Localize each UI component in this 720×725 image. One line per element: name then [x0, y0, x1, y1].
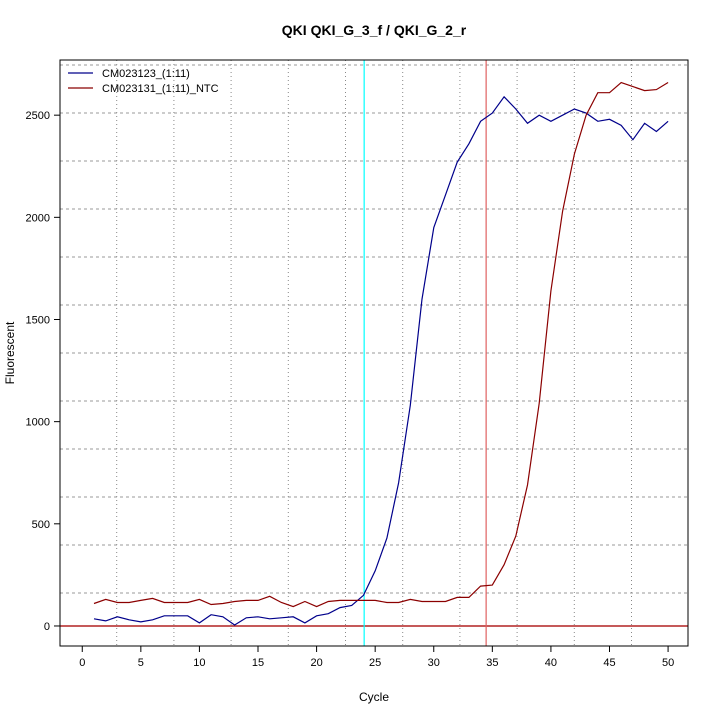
chart-title: QKI QKI_G_3_f / QKI_G_2_r: [282, 22, 467, 38]
grid: [60, 60, 688, 646]
x-axis-label: Cycle: [359, 690, 389, 704]
y-tick-label: 1500: [26, 314, 50, 326]
legend-label: CM023131_(1:11)_NTC: [102, 83, 219, 95]
x-tick-label: 25: [369, 657, 381, 669]
y-axis-label: Fluorescent: [3, 321, 17, 384]
x-tick-label: 35: [486, 657, 498, 669]
x-tick-label: 15: [252, 657, 264, 669]
y-tick-label: 500: [32, 519, 50, 531]
reference-lines: [60, 60, 688, 646]
y-tick-label: 0: [44, 621, 50, 633]
x-tick-label: 30: [428, 657, 440, 669]
plot-frame: [59, 59, 689, 647]
x-tick-label: 20: [310, 657, 322, 669]
x-tick-label: 40: [545, 657, 557, 669]
series-line-1: [93, 81, 669, 608]
legend: CM023123_(1:11) CM023131_(1:11)_NTC: [68, 68, 219, 95]
x-tick-label: 45: [603, 657, 615, 669]
series-lines: [93, 81, 669, 626]
y-tick-label: 1000: [26, 417, 50, 429]
legend-label: CM023123_(1:11): [102, 68, 190, 80]
y-tick-label: 2500: [26, 110, 50, 122]
x-tick-label: 50: [662, 657, 674, 669]
y-tick-label: 2000: [26, 212, 50, 224]
x-tick-label: 0: [79, 657, 85, 669]
series-line-0: [93, 95, 669, 626]
x-tick-label: 10: [193, 657, 205, 669]
x-tick-label: 5: [138, 657, 144, 669]
